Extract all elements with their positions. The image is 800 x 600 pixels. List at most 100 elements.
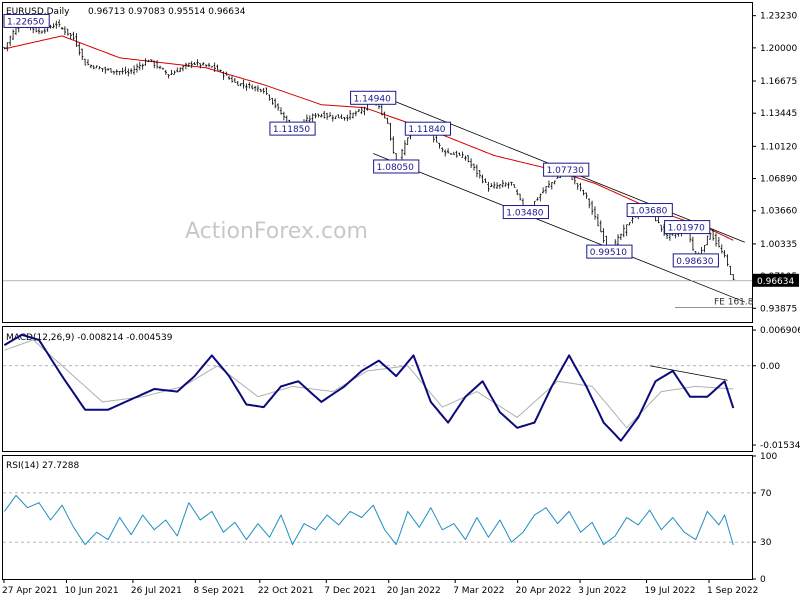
ohlc-bar [392,136,395,154]
ohlc-bar [320,113,323,118]
ohlc-bar [265,87,268,95]
macd-axis-label: 0.006906 [760,326,800,336]
price-level-label-box [3,13,50,28]
ohlc-bar [311,113,314,122]
ohlc-bar [331,114,334,122]
chart-title: EURUSD,Daily [6,7,70,17]
rsi-axis-label: 0 [760,575,766,585]
ohlc-bar [726,254,729,267]
ohlc-bar [467,155,470,163]
price-level-label: 1.11840 [408,125,445,135]
ohlc-bar [86,59,90,66]
ohlc-bar [625,224,628,236]
ohlc-bar [386,117,389,124]
ohlc-bar [455,150,458,158]
ohlc-bar [11,29,15,40]
ohlc-bar [444,149,447,157]
ohlc-bar [256,85,260,92]
ohlc-bar [593,206,597,220]
ohlc-bar [83,58,87,66]
ohlc-bar [732,274,735,281]
ohlc-bar [441,147,444,153]
ohlc-bar [544,186,548,194]
ohlc-bar [92,65,95,70]
ohlc-bar [602,228,605,243]
price-level-label-box [269,121,316,136]
fe-level-annotation: FE 161.8 [714,298,754,308]
ohlc-bar [403,140,407,156]
ohlc-bar [458,152,461,156]
ohlc-bar [89,64,93,69]
ohlc-bar [582,189,585,196]
ohlc-bar [150,59,153,62]
ohlc-bar [518,193,522,201]
rsi-line [3,494,734,546]
rsi-label: RSI(14) 27.7288 [6,461,79,471]
ohlc-bar [104,66,107,74]
ohlc-bar [101,68,104,72]
ohlc-bar [599,220,602,233]
ohlc-bar [242,79,245,89]
ohlc-bar [435,134,438,143]
ohlc-bar [132,65,136,75]
ohlc-bar [328,112,332,117]
ohlc-bar [343,117,346,121]
ohlc-bar [539,193,542,202]
ohlc-bar [389,122,392,141]
ohlc-bar [337,114,340,119]
ohlc-bar [245,83,248,91]
ohlc-bar [541,187,545,194]
ohlc-bar [124,66,127,75]
price-axis-label: 1.10120 [760,142,797,152]
ohlc-bar [461,151,464,158]
ohlc-bar [78,42,81,56]
price-level-label-box [543,162,590,177]
ohlc-bar [95,65,98,69]
ohlc-bar [452,151,455,155]
ohlc-bar [112,70,116,75]
rsi-axis-label: 70 [760,489,772,499]
ohlc-bar [69,33,72,40]
watermark-text: ActionForex.com [185,219,368,244]
ohlc-bar [184,62,188,70]
ohlc-bar [202,62,205,66]
ohlc-bar [596,213,600,227]
ohlc-bar [720,244,723,254]
ohlc-bar [510,181,513,186]
ohlc-bar [153,60,156,69]
price-level-label: 1.14940 [354,94,391,104]
x-axis-label: 26 Jul 2021 [131,586,182,596]
ohlc-bar [58,19,61,28]
ohlc-bar [357,109,360,113]
ohlc-bar [60,26,64,30]
ohlc-bar [204,64,208,68]
ohlc-bar [196,59,199,66]
ohlc-bar [493,181,496,189]
ohlc-bar [380,102,383,116]
x-axis-label: 7 Dec 2021 [324,586,376,596]
macd-axis-label: -0.015348 [760,441,800,451]
price-level-label-box [373,159,420,174]
ohlc-bar [478,170,481,179]
ohlc-bar [276,103,280,111]
ohlc-bar [383,111,386,119]
price-axis-label: 0.93875 [760,304,797,314]
price-level-label: 1.07730 [547,166,584,176]
ohlc-bar [248,82,251,89]
ohlc-bar [553,180,556,185]
ohlc-bar [585,192,588,199]
ohlc-bar [253,85,257,92]
ohlc-bar [576,183,579,190]
ohlc-bar [490,183,493,187]
ohlc-bar [475,164,479,178]
ohlc-bar [32,27,35,34]
macd-line [3,333,735,442]
price-level-label: 1.11850 [273,125,310,135]
ohlc-bar [66,28,69,36]
ohlc-bar [43,28,46,34]
ohlc-bar [516,189,519,196]
ohlc-bar [628,222,631,226]
ohlc-bar [187,62,190,67]
ohlc-bar [40,30,44,34]
ohlc-bar [446,148,450,154]
